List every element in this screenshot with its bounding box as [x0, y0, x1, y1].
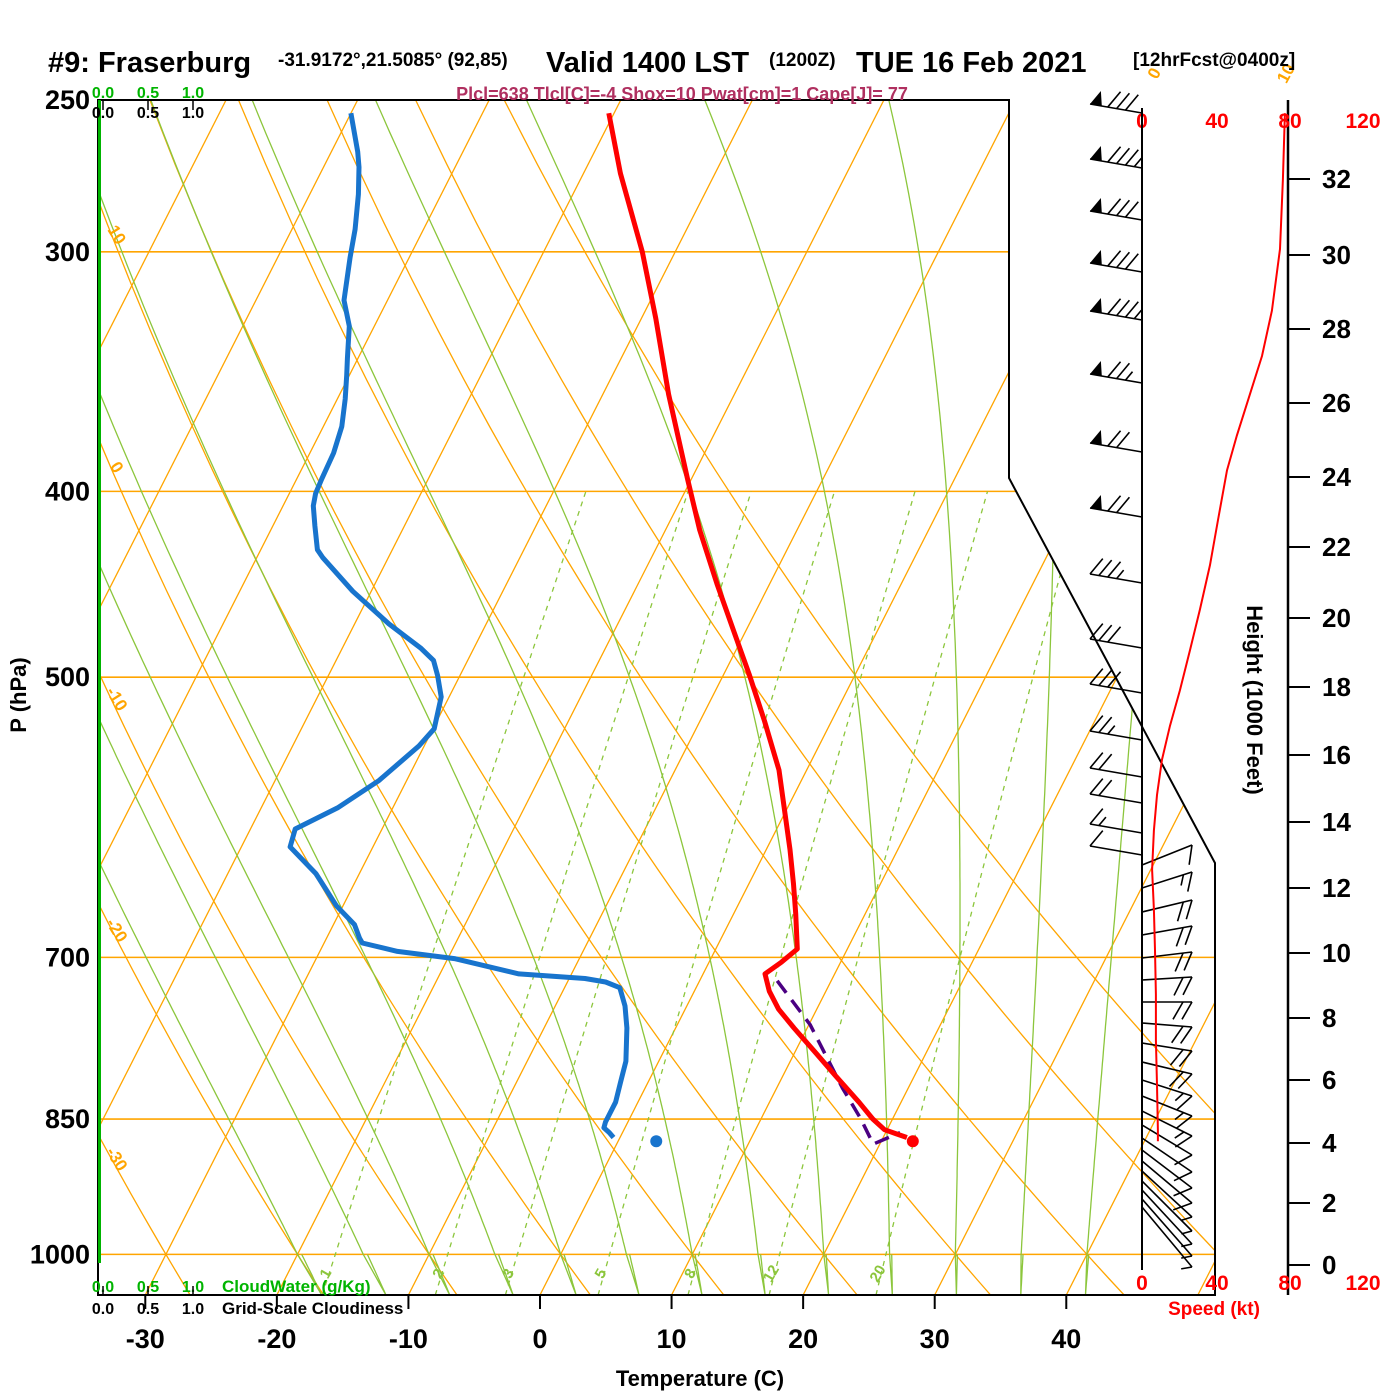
cloudiness-scale-top: 0.5: [137, 105, 159, 122]
height-tick-label: 2: [1322, 1188, 1336, 1218]
skewt-grid: [98, 100, 1215, 1295]
mixing-ratio-label: 12: [760, 1262, 783, 1285]
height-tick-label: 30: [1322, 240, 1351, 270]
height-tick-label: 28: [1322, 314, 1351, 344]
height-axis-title: Height (1000 Feet): [1242, 605, 1267, 795]
dewpoint-trace: [287, 112, 630, 1140]
cloudiness-scale-bottom: 1.0: [182, 1301, 204, 1318]
cloudiness-scale-bottom: 0.0: [92, 1301, 114, 1318]
temperature-tick-label: 0: [532, 1324, 547, 1354]
plot-border: [97, 99, 1216, 1296]
height-tick-label: 20: [1322, 603, 1351, 633]
speed-tick-label-top: 40: [1205, 110, 1228, 133]
speed-tick-label-bottom: 0: [1136, 1272, 1148, 1295]
temperature-tick-label: -10: [389, 1324, 428, 1354]
height-tick-label: 22: [1322, 532, 1351, 562]
dry-adiabat-label: 0: [106, 458, 127, 476]
mixing-ratio-label: 3: [499, 1266, 518, 1282]
cloudiness-axis-label: Grid-Scale Cloudiness: [222, 1299, 403, 1318]
height-tick-label: 32: [1322, 164, 1351, 194]
temperature-trace: [606, 112, 908, 1140]
temperature-axis-title: Temperature (C): [616, 1366, 784, 1391]
pressure-axis-title: P (hPa): [6, 657, 31, 732]
surface-dewpoint-dot: [650, 1135, 663, 1148]
height-tick-label: 18: [1322, 672, 1351, 702]
valid-date: TUE 16 Feb 2021: [856, 47, 1087, 79]
surface-temperature-dot: [906, 1135, 919, 1148]
forecast-tag: [12hrFcst@0400z]: [1133, 50, 1295, 71]
speed-tick-label-top: 120: [1345, 110, 1380, 133]
speed-axis-title: Speed (kt): [1168, 1299, 1260, 1320]
mixing-ratio-label: 5: [592, 1266, 611, 1282]
dry-adiabat-label: -30: [102, 1144, 131, 1175]
pressure-tick-label: 250: [45, 85, 90, 115]
wind-speed-profile: [1151, 113, 1286, 1142]
cloudwater-scale-top: 0.0: [92, 85, 114, 102]
station-title: #9: Fraserburg: [48, 47, 251, 79]
speed-tick-label-bottom: 80: [1278, 1272, 1301, 1295]
pressure-tick-label: 700: [45, 942, 90, 972]
cloudiness-scale-bottom: 0.5: [137, 1301, 159, 1318]
pressure-tick-label: 1000: [30, 1239, 90, 1269]
height-tick-label: 14: [1322, 807, 1351, 837]
cloudwater-scale-top: 1.0: [182, 85, 204, 102]
height-tick-label: 24: [1322, 462, 1351, 492]
header: #9: Fraserburg -31.9172°,21.5085° (92,85)…: [48, 47, 1295, 104]
temperature-tick-label: -30: [126, 1324, 165, 1354]
temperature-tick-label: 20: [788, 1324, 818, 1354]
station-coords: -31.9172°,21.5085° (92,85): [278, 50, 508, 71]
cloudwater-axis-label: CloudWater (g/Kg): [222, 1277, 371, 1296]
pressure-tick-label: 500: [45, 662, 90, 692]
pressure-tick-label: 400: [45, 476, 90, 506]
pressure-tick-label: 300: [45, 237, 90, 267]
sounding-traces: [287, 112, 919, 1148]
cloudiness-scale-top: 1.0: [182, 105, 204, 122]
mixing-ratio-label: 20: [867, 1262, 890, 1285]
valid-time: Valid 1400 LST: [546, 47, 749, 79]
speed-tick-label-top: 80: [1278, 110, 1301, 133]
height-tick-label: 6: [1322, 1065, 1336, 1095]
height-tick-label: 0: [1322, 1250, 1336, 1280]
height-tick-label: 4: [1322, 1128, 1337, 1158]
cloudiness-scale-top: 0.0: [92, 105, 114, 122]
temperature-tick-label: 40: [1051, 1324, 1081, 1354]
speed-tick-label-bottom: 40: [1205, 1272, 1228, 1295]
temperature-tick-label: 30: [920, 1324, 950, 1354]
height-tick-label: 26: [1322, 388, 1351, 418]
wind-barbs: [1089, 90, 1286, 1270]
height-tick-label: 12: [1322, 873, 1351, 903]
height-tick-label: 10: [1322, 938, 1351, 968]
stability-indices: Plcl=638 Tlcl[C]=-4 Shox=10 Pwat[cm]=1 C…: [456, 84, 908, 104]
temperature-tick-label: -20: [257, 1324, 296, 1354]
temperature-tick-label: 10: [657, 1324, 687, 1354]
valid-zulu: (1200Z): [769, 50, 836, 71]
parcel-trace: [775, 979, 901, 1147]
speed-tick-label-bottom: 120: [1345, 1272, 1380, 1295]
pressure-tick-label: 850: [45, 1104, 90, 1134]
cloudwater-scale-top: 0.5: [137, 85, 159, 102]
height-tick-label: 16: [1322, 740, 1351, 770]
height-tick-label: 8: [1322, 1003, 1336, 1033]
